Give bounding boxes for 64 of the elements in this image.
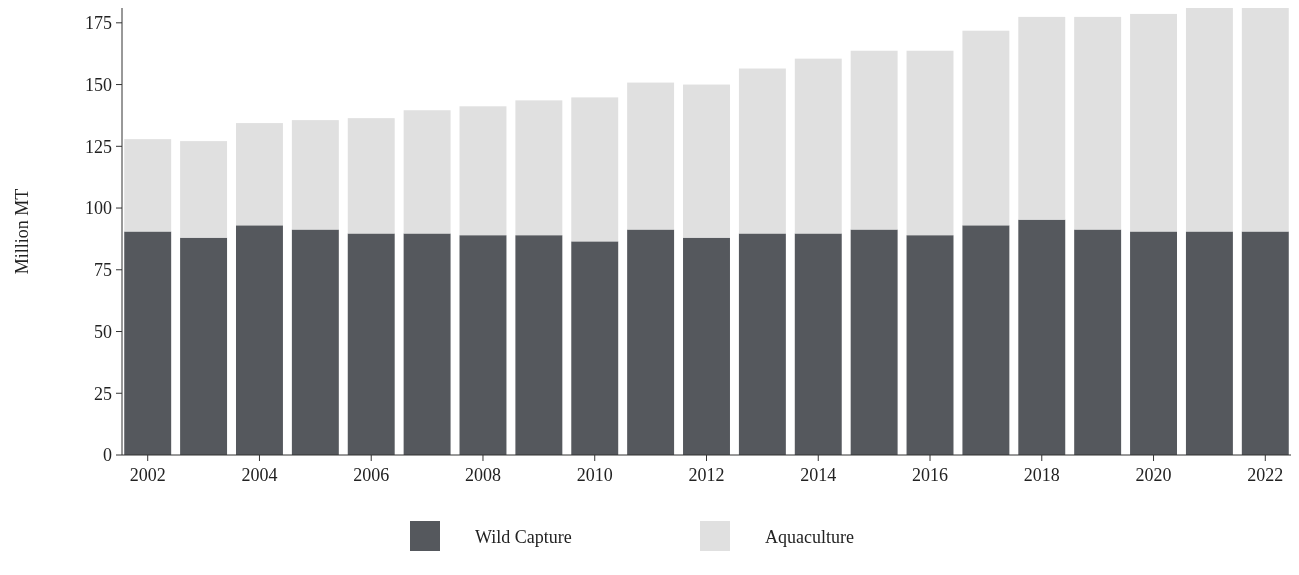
bar xyxy=(124,231,172,455)
x-tick-label: 2002 xyxy=(129,465,166,485)
x-tick-label: 2006 xyxy=(353,465,390,485)
bar xyxy=(962,30,1010,226)
bar xyxy=(794,233,842,455)
bar xyxy=(571,97,619,242)
x-tick-label: 2022 xyxy=(1247,465,1284,485)
bar xyxy=(850,229,898,455)
x-tick-label: 2016 xyxy=(912,465,949,485)
x-tick-label: 2020 xyxy=(1135,465,1172,485)
bar xyxy=(403,233,451,455)
bar xyxy=(291,229,339,455)
bar xyxy=(1241,8,1289,232)
y-tick-label: 175 xyxy=(85,13,112,34)
bar xyxy=(627,82,675,230)
legend-label: Wild Capture xyxy=(475,527,572,548)
y-tick-label: 100 xyxy=(85,198,112,219)
bar xyxy=(906,235,954,455)
x-tick-label: 2010 xyxy=(576,465,613,485)
bar xyxy=(515,100,563,236)
bar xyxy=(1018,16,1066,220)
bar xyxy=(906,50,954,236)
bar xyxy=(1018,219,1066,455)
bar xyxy=(403,110,451,234)
bar xyxy=(347,118,395,234)
bar xyxy=(235,225,283,455)
bar xyxy=(683,237,730,455)
x-tick-label: 2014 xyxy=(800,465,837,485)
y-tick-label: 0 xyxy=(103,445,112,466)
bar xyxy=(1185,8,1233,232)
y-tick-label: 150 xyxy=(85,74,112,95)
bar xyxy=(1241,231,1289,455)
bar xyxy=(962,225,1010,455)
y-tick-label: 25 xyxy=(94,383,112,404)
bar xyxy=(794,58,842,234)
bar xyxy=(683,84,730,238)
x-tick-label: 2008 xyxy=(464,465,501,485)
bar xyxy=(738,68,786,234)
bar xyxy=(347,233,395,455)
y-axis-title: Million MT xyxy=(12,188,32,275)
bar xyxy=(291,120,339,230)
x-tick-label: 2012 xyxy=(688,465,725,485)
x-tick-label: 2018 xyxy=(1023,465,1060,485)
bar xyxy=(1130,231,1178,455)
bar xyxy=(1074,229,1122,455)
bar xyxy=(180,237,228,455)
bar xyxy=(627,229,675,455)
bar xyxy=(235,123,283,226)
x-tick-label: 2004 xyxy=(241,465,278,485)
bar xyxy=(459,106,507,236)
bar xyxy=(850,50,898,230)
bar xyxy=(1185,231,1233,455)
y-tick-label: 75 xyxy=(94,260,112,281)
legend-label: Aquaculture xyxy=(765,527,854,548)
bar xyxy=(459,235,507,455)
bar xyxy=(1074,16,1122,230)
y-tick-label: 125 xyxy=(85,136,112,157)
bar xyxy=(1130,13,1178,232)
bar xyxy=(738,233,786,455)
bar xyxy=(515,235,563,455)
bar xyxy=(124,139,172,232)
y-tick-label: 50 xyxy=(94,321,112,342)
bar xyxy=(571,241,619,455)
bar xyxy=(180,141,228,238)
